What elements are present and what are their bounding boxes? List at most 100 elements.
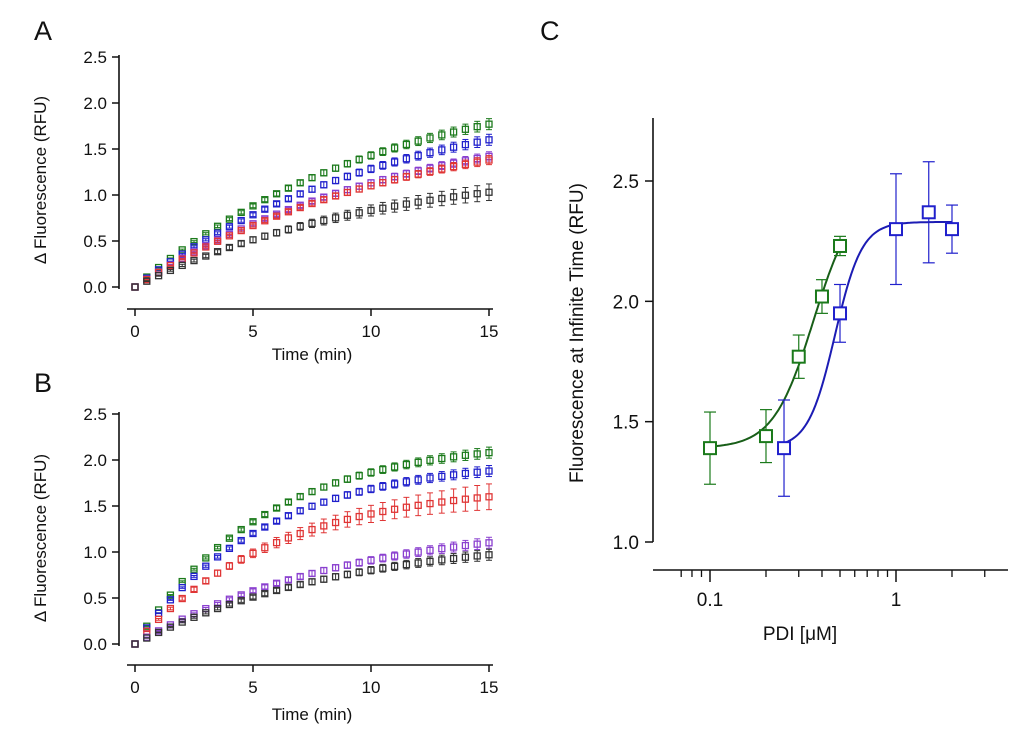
data-point-black [190, 256, 198, 265]
y-tick-label-a: 1.5 [83, 140, 107, 159]
data-point-blue [237, 536, 245, 545]
data-point-blue [449, 143, 458, 151]
data-point-red [296, 203, 304, 212]
data-point-red [461, 160, 470, 168]
data-point-black [485, 188, 493, 196]
panel-c: C Fluorescence at Infinite Time (RFU) PD… [540, 16, 1008, 645]
data-point-black [402, 560, 411, 569]
data-point-black [202, 609, 210, 617]
data-point-red [178, 594, 186, 603]
data-point-red [367, 182, 375, 190]
data-point-purple [461, 541, 470, 550]
data-point-blue [272, 200, 281, 208]
data-point-black [355, 568, 363, 576]
y-tick-label-a: 2.0 [83, 94, 107, 113]
data-point-blue [272, 517, 281, 525]
y-tick-label-a: 1.0 [83, 186, 107, 205]
data-point-green [225, 215, 234, 223]
panel-label-c: C [540, 16, 560, 46]
data-point-green [331, 479, 340, 487]
data-point-blue [944, 222, 959, 237]
data-point-black [261, 590, 269, 598]
data-point-black [343, 211, 352, 219]
data-point-blue [379, 161, 387, 170]
data-point-red [213, 569, 222, 577]
data-point-blue [438, 146, 446, 154]
data-point-blue [921, 205, 936, 220]
data-point-red [237, 226, 245, 235]
data-point-green [249, 518, 257, 526]
data-point-black [249, 593, 257, 601]
y-axis-title-b: Δ Fluorescence (RFU) [31, 454, 50, 622]
data-point-red [426, 167, 434, 176]
data-point-red [166, 262, 175, 270]
y-tick-label-c: 1.5 [613, 413, 639, 434]
data-point-green [379, 465, 387, 474]
data-point-red [237, 555, 245, 564]
x-tick-label-a: 10 [362, 322, 381, 341]
data-point-green [390, 144, 399, 152]
data-point-blue [284, 195, 293, 203]
y-tick-label-a: 0.0 [83, 278, 107, 297]
data-point-red [308, 199, 316, 208]
data-point-blue [402, 155, 411, 163]
data-point-red [402, 173, 411, 181]
data-point-blue [320, 181, 328, 189]
data-point-blue [485, 136, 493, 144]
data-point-purple [320, 566, 328, 575]
data-point-black [166, 266, 175, 275]
data-point-black [296, 580, 304, 589]
data-point-blue [166, 596, 175, 604]
data-point-blue [379, 482, 387, 491]
data-point-purple [296, 572, 304, 581]
data-point-blue [296, 507, 304, 515]
data-point-red [485, 156, 493, 164]
data-point-purple [261, 583, 269, 591]
data-point-black [485, 551, 493, 559]
y-axis-title-a: Δ Fluorescence (RFU) [31, 96, 50, 264]
data-point-black [320, 216, 328, 225]
data-point-blue [473, 138, 481, 146]
data-point-red [131, 640, 139, 648]
data-point-green [485, 448, 493, 457]
data-point-red [261, 544, 269, 552]
data-point-red [213, 237, 222, 245]
data-point-purple [355, 559, 363, 567]
x-axis-title-b: Time (min) [272, 705, 353, 724]
data-point-black [367, 566, 375, 574]
y-tick-label-c: 2.5 [613, 172, 639, 193]
data-point-blue [833, 306, 848, 321]
data-point-red [355, 512, 363, 521]
data-point-blue [190, 572, 198, 581]
data-point-black [154, 628, 163, 637]
data-point-red [390, 505, 399, 513]
data-point-green [249, 202, 257, 210]
data-point-green [814, 289, 829, 304]
data-point-green [261, 196, 269, 204]
data-point-blue [367, 165, 375, 173]
data-point-purple [343, 561, 352, 569]
data-point-green [461, 125, 470, 133]
data-point-green [178, 246, 186, 254]
data-point-blue [367, 485, 375, 493]
data-point-purple [449, 543, 458, 551]
data-point-green [343, 475, 352, 483]
data-point-red [190, 249, 198, 257]
y-tick-label-b: 1.5 [83, 497, 107, 516]
data-point-red [190, 585, 198, 594]
data-point-red [390, 176, 399, 184]
data-point-blue [355, 168, 363, 177]
data-point-red [225, 562, 234, 570]
data-point-green [485, 120, 493, 128]
data-point-green [367, 151, 375, 160]
data-point-green [320, 483, 328, 491]
data-point-black [178, 261, 186, 270]
data-point-purple [225, 595, 234, 603]
data-point-red [296, 529, 304, 538]
data-point-black [461, 191, 470, 199]
data-point-green [284, 184, 293, 192]
data-point-blue [331, 494, 340, 503]
data-point-green [308, 174, 316, 182]
data-point-black [225, 600, 234, 609]
